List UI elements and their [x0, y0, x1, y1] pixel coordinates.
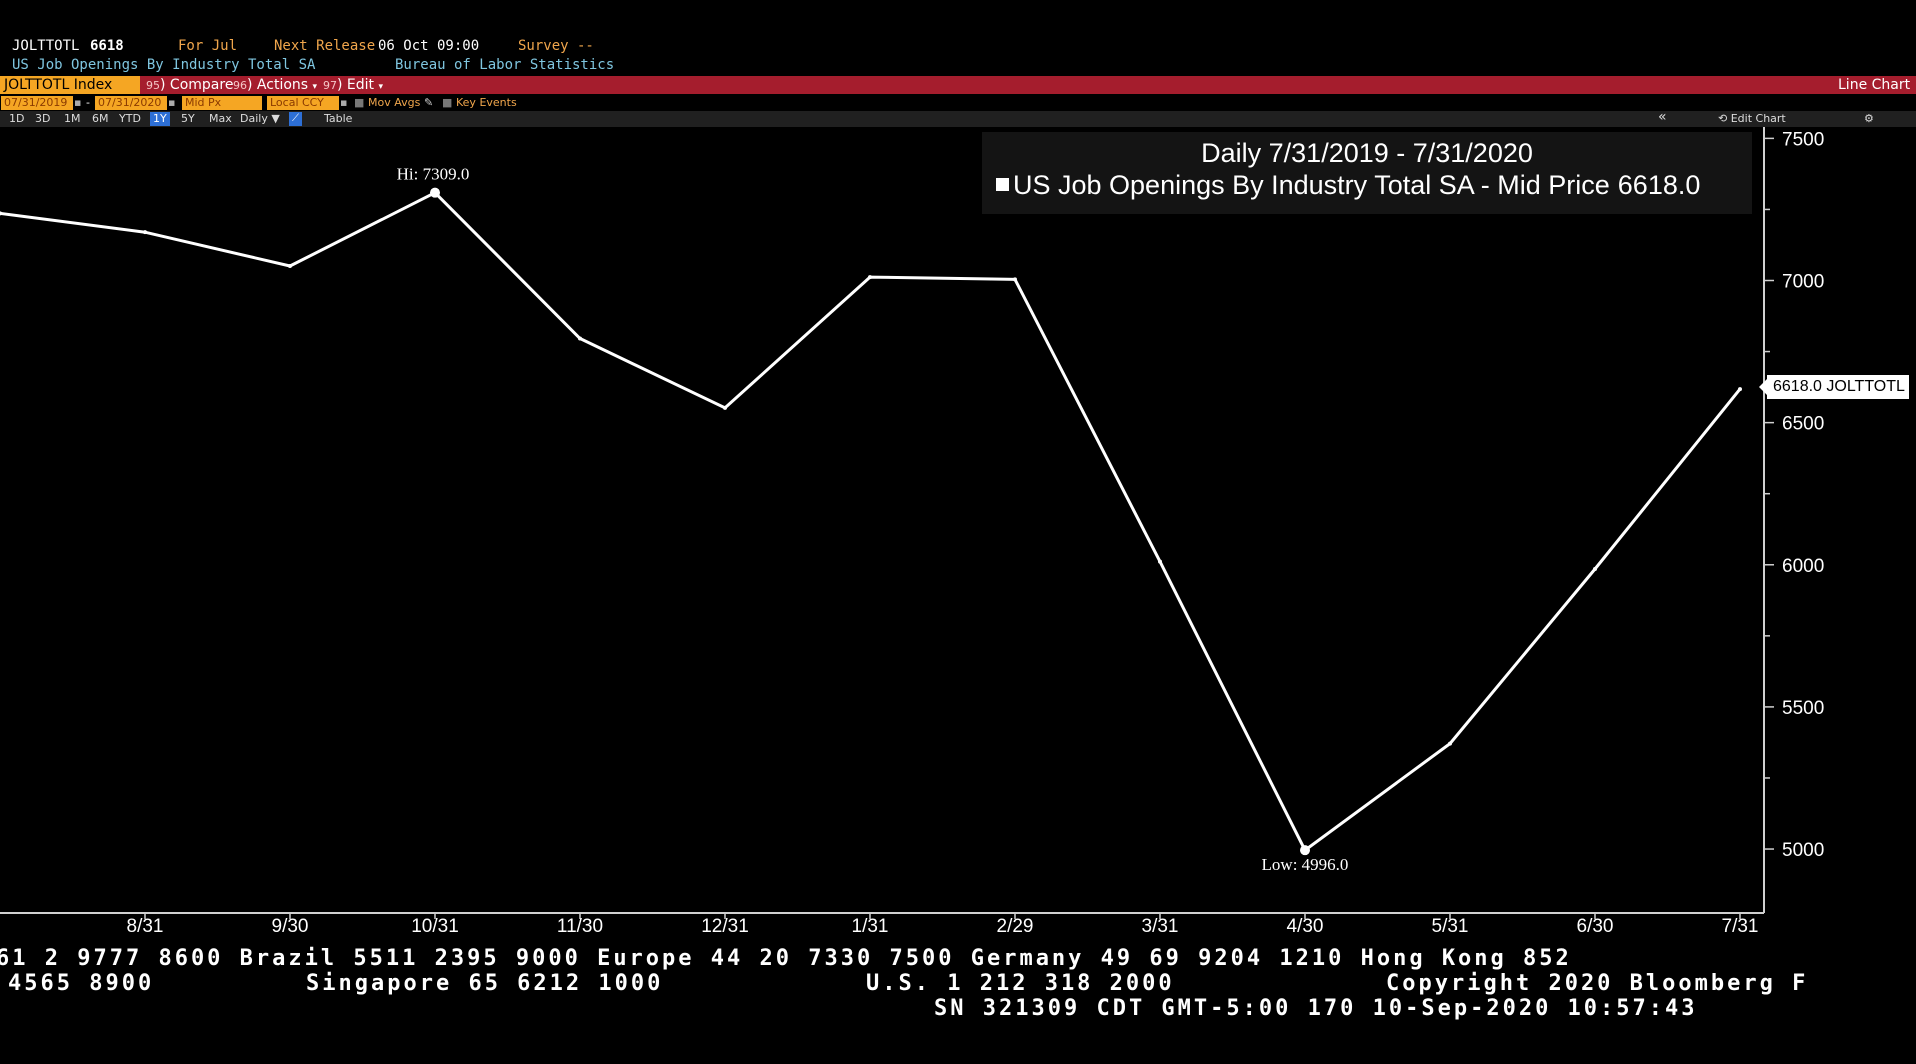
data-point — [1158, 559, 1162, 564]
footer-line-2a: 4565 8900 — [8, 971, 155, 996]
x-tick-label: 9/30 — [272, 916, 309, 937]
legend-title: Daily 7/31/2019 - 7/31/2020 — [1201, 138, 1533, 168]
data-point — [1013, 277, 1017, 282]
compare-button[interactable]: 95) Compare — [146, 77, 234, 93]
checkbox-icon[interactable]: ■ — [442, 96, 453, 109]
edit-button[interactable]: 97) Edit ▾ — [323, 77, 384, 93]
y-tick-label: 5500 — [1782, 698, 1824, 719]
range-selector-row: 1D 3D 1M 6M YTD 1Y 5Y Max Daily ▼ ⟋ Tabl… — [0, 109, 1916, 127]
x-tick-label: 8/31 — [127, 916, 164, 937]
gear-icon[interactable]: ⚙ — [1864, 112, 1874, 125]
high-marker — [430, 187, 440, 198]
series-points — [0, 190, 1742, 853]
currency-select[interactable]: Local CCY — [267, 96, 339, 110]
security-description: US Job Openings By Industry Total SA — [12, 57, 316, 73]
x-tick-label: 5/31 — [1432, 916, 1469, 937]
x-tick-label: 7/31 — [1722, 916, 1759, 937]
range-6m[interactable]: 6M — [92, 112, 109, 125]
period-label: For Jul — [178, 38, 238, 54]
footer-line-2d: Copyright 2020 Bloomberg F — [1386, 971, 1809, 996]
contact-footer: 61 2 9777 8600 Brazil 5511 2395 9000 Eur… — [0, 946, 1916, 1056]
chart-axes — [0, 127, 1774, 919]
data-point — [1738, 387, 1742, 392]
security-header: JOLTTOTL 6618 For Jul Next Release 06 Oc… — [0, 0, 1916, 76]
data-point — [143, 230, 147, 235]
calendar-icon[interactable]: ▪ — [74, 96, 82, 109]
chevron-down-icon[interactable]: ▪ — [340, 96, 348, 109]
key-events-toggle[interactable]: Key Events — [456, 96, 517, 109]
table-view-button[interactable]: Table — [324, 112, 353, 125]
survey-label: Survey -- — [518, 38, 594, 54]
range-ytd[interactable]: YTD — [119, 112, 141, 125]
data-point — [723, 405, 727, 410]
x-tick-label: 6/30 — [1577, 916, 1614, 937]
range-1d[interactable]: 1D — [9, 112, 25, 125]
x-axis-labels: 8/31 9/30 10/31 11/30 12/31 1/31 2/29 3/31 4/30 5… — [127, 916, 1759, 937]
y-tick-label: 7000 — [1782, 272, 1824, 293]
y-tick-label: 7500 — [1782, 129, 1824, 150]
last-value: 6618 — [90, 38, 124, 54]
chart-controls-row: 07/31/2019 ▪ - 07/31/2020 ▪ Mid Px Local… — [0, 95, 1916, 111]
price-field-select[interactable]: Mid Px — [182, 96, 262, 110]
footer-line-3: SN 321309 CDT GMT-5:00 170 10-Sep-2020 1… — [934, 996, 1698, 1021]
data-point — [288, 264, 292, 269]
refresh-icon: ⟲ — [1718, 112, 1728, 125]
low-label: Low: 4996.0 — [1262, 855, 1349, 874]
chart-type-label: Line Chart — [1838, 77, 1911, 93]
pencil-icon[interactable]: ✎ — [424, 96, 434, 109]
data-source: Bureau of Labor Statistics — [395, 57, 615, 73]
calendar-icon[interactable]: ▪ — [168, 96, 176, 109]
x-tick-label: 4/30 — [1287, 916, 1324, 937]
ticker-code: JOLTTOTL — [12, 38, 80, 54]
x-tick-label: 3/31 — [1142, 916, 1179, 937]
y-tick-label: 6500 — [1782, 414, 1824, 435]
caret-down-icon: ▼ — [271, 112, 280, 125]
y-axis-labels: 5000 5500 6000 6500 7000 7500 — [1782, 129, 1824, 861]
end-date-input[interactable]: 07/31/2020 — [95, 96, 167, 110]
low-marker — [1300, 845, 1310, 856]
footer-line-1: 61 2 9777 8600 Brazil 5511 2395 9000 Eur… — [0, 946, 1572, 971]
next-release-value: 06 Oct 09:00 — [378, 38, 480, 54]
x-tick-label: 2/29 — [997, 916, 1034, 937]
security-field[interactable]: JOLTTOTL Index — [0, 76, 140, 94]
start-date-input[interactable]: 07/31/2019 — [1, 96, 73, 110]
next-release-label: Next Release — [274, 38, 376, 54]
range-1y[interactable]: 1Y — [150, 112, 170, 126]
function-toolbar: JOLTTOTL Index 95) Compare 96) Actions ▾… — [0, 76, 1916, 94]
footer-line-2c: U.S. 1 212 318 2000 — [866, 971, 1175, 996]
y-tick-label: 5000 — [1782, 840, 1824, 861]
legend-series: US Job Openings By Industry Total SA - M… — [996, 170, 1700, 201]
x-tick-label: 10/31 — [411, 916, 459, 937]
actions-button[interactable]: 96) Actions ▾ — [233, 77, 318, 93]
caret-down-icon: ▾ — [378, 82, 384, 92]
checkbox-icon[interactable]: ■ — [354, 96, 365, 109]
caret-down-icon: ▾ — [312, 82, 318, 92]
last-value-tag: 6618.0 JOLTTOTL — [1759, 375, 1909, 399]
line-chart-icon[interactable]: ⟋ — [289, 112, 302, 126]
double-chevron-left-icon[interactable]: « — [1658, 109, 1667, 125]
range-5y[interactable]: 5Y — [181, 112, 195, 125]
range-1m[interactable]: 1M — [64, 112, 81, 125]
high-label: Hi: 7309.0 — [397, 165, 470, 184]
y-tick-label: 6000 — [1782, 556, 1824, 577]
range-max[interactable]: Max — [209, 112, 232, 125]
series-swatch — [996, 178, 1009, 191]
mov-avgs-toggle[interactable]: Mov Avgs — [368, 96, 421, 109]
chart-legend: Daily 7/31/2019 - 7/31/2020 US Job Openi… — [982, 132, 1752, 214]
footer-line-2b: Singapore 65 6212 1000 — [306, 971, 664, 996]
data-point — [0, 211, 2, 216]
x-tick-label: 11/30 — [557, 916, 603, 937]
extreme-labels: Hi: 7309.0 Low: 4996.0 — [397, 165, 1349, 875]
data-point — [1448, 741, 1452, 746]
x-tick-label: 1/31 — [852, 916, 889, 937]
data-point — [578, 336, 582, 341]
data-point — [868, 275, 872, 280]
series-line — [0, 190, 1742, 853]
range-3d[interactable]: 3D — [35, 112, 51, 125]
edit-chart-button[interactable]: ⟲ Edit Chart — [1718, 112, 1786, 125]
data-point — [1593, 567, 1597, 572]
x-tick-label: 12/31 — [701, 916, 749, 937]
frequency-select[interactable]: Daily ▼ — [240, 112, 280, 125]
line-chart: 8/31 9/30 10/31 11/30 12/31 1/31 2/29 3/31 4/30 5… — [0, 127, 1824, 937]
